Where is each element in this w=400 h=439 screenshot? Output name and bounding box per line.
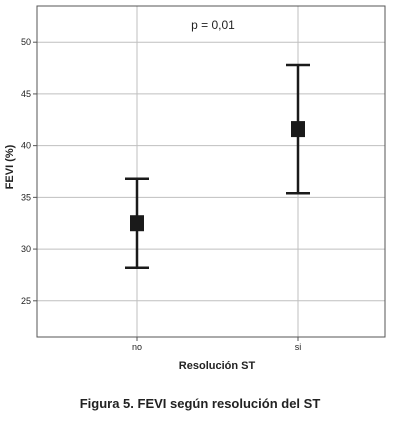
error-bar-no — [125, 177, 149, 269]
x-ticks: no si — [132, 337, 301, 352]
x-axis-title: Resolución ST — [179, 360, 256, 372]
error-bars — [125, 63, 310, 269]
y-tick-label: 35 — [21, 192, 31, 202]
y-tick-label: 30 — [21, 244, 31, 254]
y-tick-label: 45 — [21, 89, 31, 99]
y-tick-label: 50 — [21, 37, 31, 47]
plot-frame — [36, 5, 386, 338]
p-value-annotation: p = 0,01 — [191, 18, 235, 32]
y-ticks: 25 30 35 40 45 50 — [21, 37, 37, 306]
y-axis-title: FEVI (%) — [4, 144, 16, 189]
x-tick-label: si — [295, 342, 302, 352]
y-tick-label: 40 — [21, 141, 31, 151]
x-tick-label: no — [132, 342, 142, 352]
grid-lines — [37, 6, 385, 337]
figure-caption: Figura 5. FEVI según resolución del ST — [79, 396, 321, 411]
mean-marker — [130, 215, 144, 232]
error-bar-si — [286, 63, 310, 195]
axes — [36, 5, 386, 338]
y-tick-label: 25 — [21, 296, 31, 306]
mean-marker — [291, 121, 305, 138]
